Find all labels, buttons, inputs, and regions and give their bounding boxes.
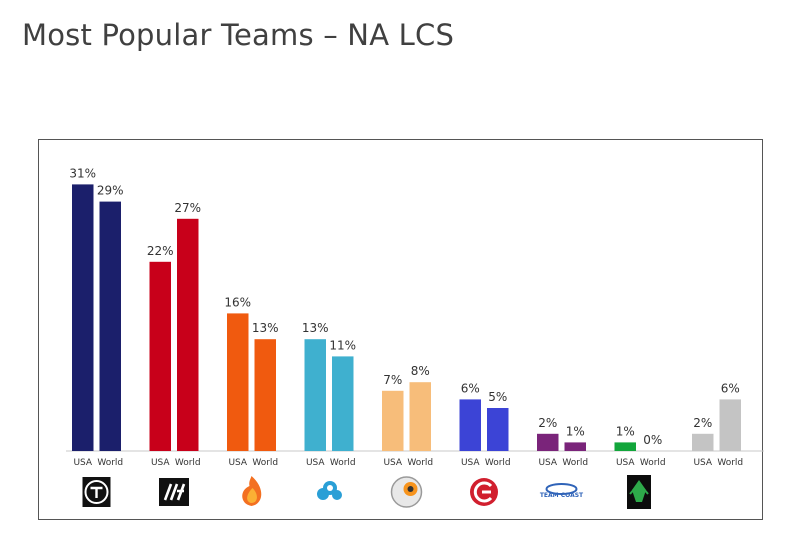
value-label-group-8-world: 0% (643, 433, 662, 447)
bar-group-3-world (254, 339, 276, 451)
bars-layer (72, 184, 741, 451)
tick-label-group-8-world: World (640, 458, 666, 468)
bar-group-6-world (487, 408, 509, 451)
coast-red-logo (470, 478, 498, 506)
tick-label-group-5-world: World (407, 458, 433, 468)
bar-chart: 31%29%22%27%16%13% 13%11%7%8%6%5%2%1% 1%0%… (66, 166, 764, 509)
bar-group-6-usa (459, 399, 481, 451)
tick-label-group-2-world: World (175, 458, 201, 468)
value-label-group-6-usa: 6% (461, 381, 480, 395)
bar-group-4-world (332, 356, 354, 451)
bar-group-8-usa (614, 442, 636, 451)
tick-label-group-9-usa: USA (693, 458, 712, 468)
value-label-group-4-usa: 13% (302, 321, 329, 335)
tick-label-group-8-usa: USA (616, 458, 635, 468)
tick-label-group-1-world: World (97, 458, 123, 468)
green-mascot-logo (627, 475, 651, 509)
bar-group-7-world (564, 442, 586, 451)
chart-frame: 31% 29% 22% 27% 16% 13% 13% 11% 7% 8% 6% 5% 2% 1% 1% 0%… (38, 139, 764, 520)
value-label-group-9-usa: 2% (693, 416, 712, 430)
tick-label-group-3-usa: USA (228, 458, 247, 468)
bar-group-5-world (409, 382, 431, 451)
value-label-group-2-usa: 22% (147, 244, 174, 258)
bar-group-9-world (719, 399, 741, 451)
tick-label-group-2-usa: USA (151, 458, 170, 468)
bar-group-1-usa (72, 184, 94, 451)
value-label-group-9-world: 6% (721, 381, 740, 395)
bar-group-1-world (99, 201, 121, 451)
tick-label-group-4-usa: USA (306, 458, 325, 468)
value-label-group-2-world: 27% (174, 201, 201, 215)
tick-label-group-4-world: World (330, 458, 356, 468)
bar-group-2-world (177, 218, 199, 451)
dignitas-logo (390, 476, 423, 508)
page-title: Most Popular Teams – NA LCS (22, 18, 455, 52)
tsm-logo (82, 477, 111, 507)
tick-label-group-5-usa: USA (383, 458, 402, 468)
value-label-group-7-world: 1% (566, 424, 585, 438)
tick-label-group-1-usa: USA (73, 458, 92, 468)
tick-label-group-3-world: World (252, 458, 278, 468)
cloud9-logo (317, 481, 342, 500)
tick-label-group-6-world: World (485, 458, 511, 468)
value-label-group-7-usa: 2% (538, 416, 557, 430)
tick-labels-layer: USA World USA World USA World USA World USA World… (73, 458, 743, 468)
value-label-group-8-usa: 1% (616, 424, 635, 438)
tick-label-group-7-world: World (562, 458, 588, 468)
team-coast-logo: TEAM COAST (540, 483, 584, 499)
bar-group-2-usa (149, 261, 171, 451)
value-label-group-3-usa: 16% (224, 295, 251, 309)
tick-label-group-7-usa: USA (538, 458, 557, 468)
bar-group-3-usa (227, 313, 249, 451)
clg-logo (159, 478, 189, 506)
bar-group-7-usa (537, 433, 559, 451)
value-label-group-1-usa: 31% (69, 166, 96, 180)
bar-group-5-usa (382, 390, 404, 451)
team-logos-layer: TEAM COAST (82, 475, 651, 509)
value-label-group-6-world: 5% (488, 390, 507, 404)
flame-logo (242, 476, 262, 506)
value-labels-layer: 31%29%22%27%16%13% 13%11%7%8%6%5%2%1% 1%0%… (69, 166, 739, 447)
value-label-group-5-world: 8% (411, 364, 430, 378)
tick-label-group-9-world: World (717, 458, 743, 468)
value-label-group-3-world: 13% (252, 321, 279, 335)
tick-label-group-6-usa: USA (461, 458, 480, 468)
value-label-group-4-world: 11% (329, 338, 356, 352)
team-coast-logo-text: TEAM COAST (540, 492, 584, 499)
value-label-group-1-world: 29% (97, 184, 124, 198)
bar-group-9-usa (692, 433, 714, 451)
bar-group-4-usa (304, 339, 326, 451)
value-label-group-5-usa: 7% (383, 373, 402, 387)
